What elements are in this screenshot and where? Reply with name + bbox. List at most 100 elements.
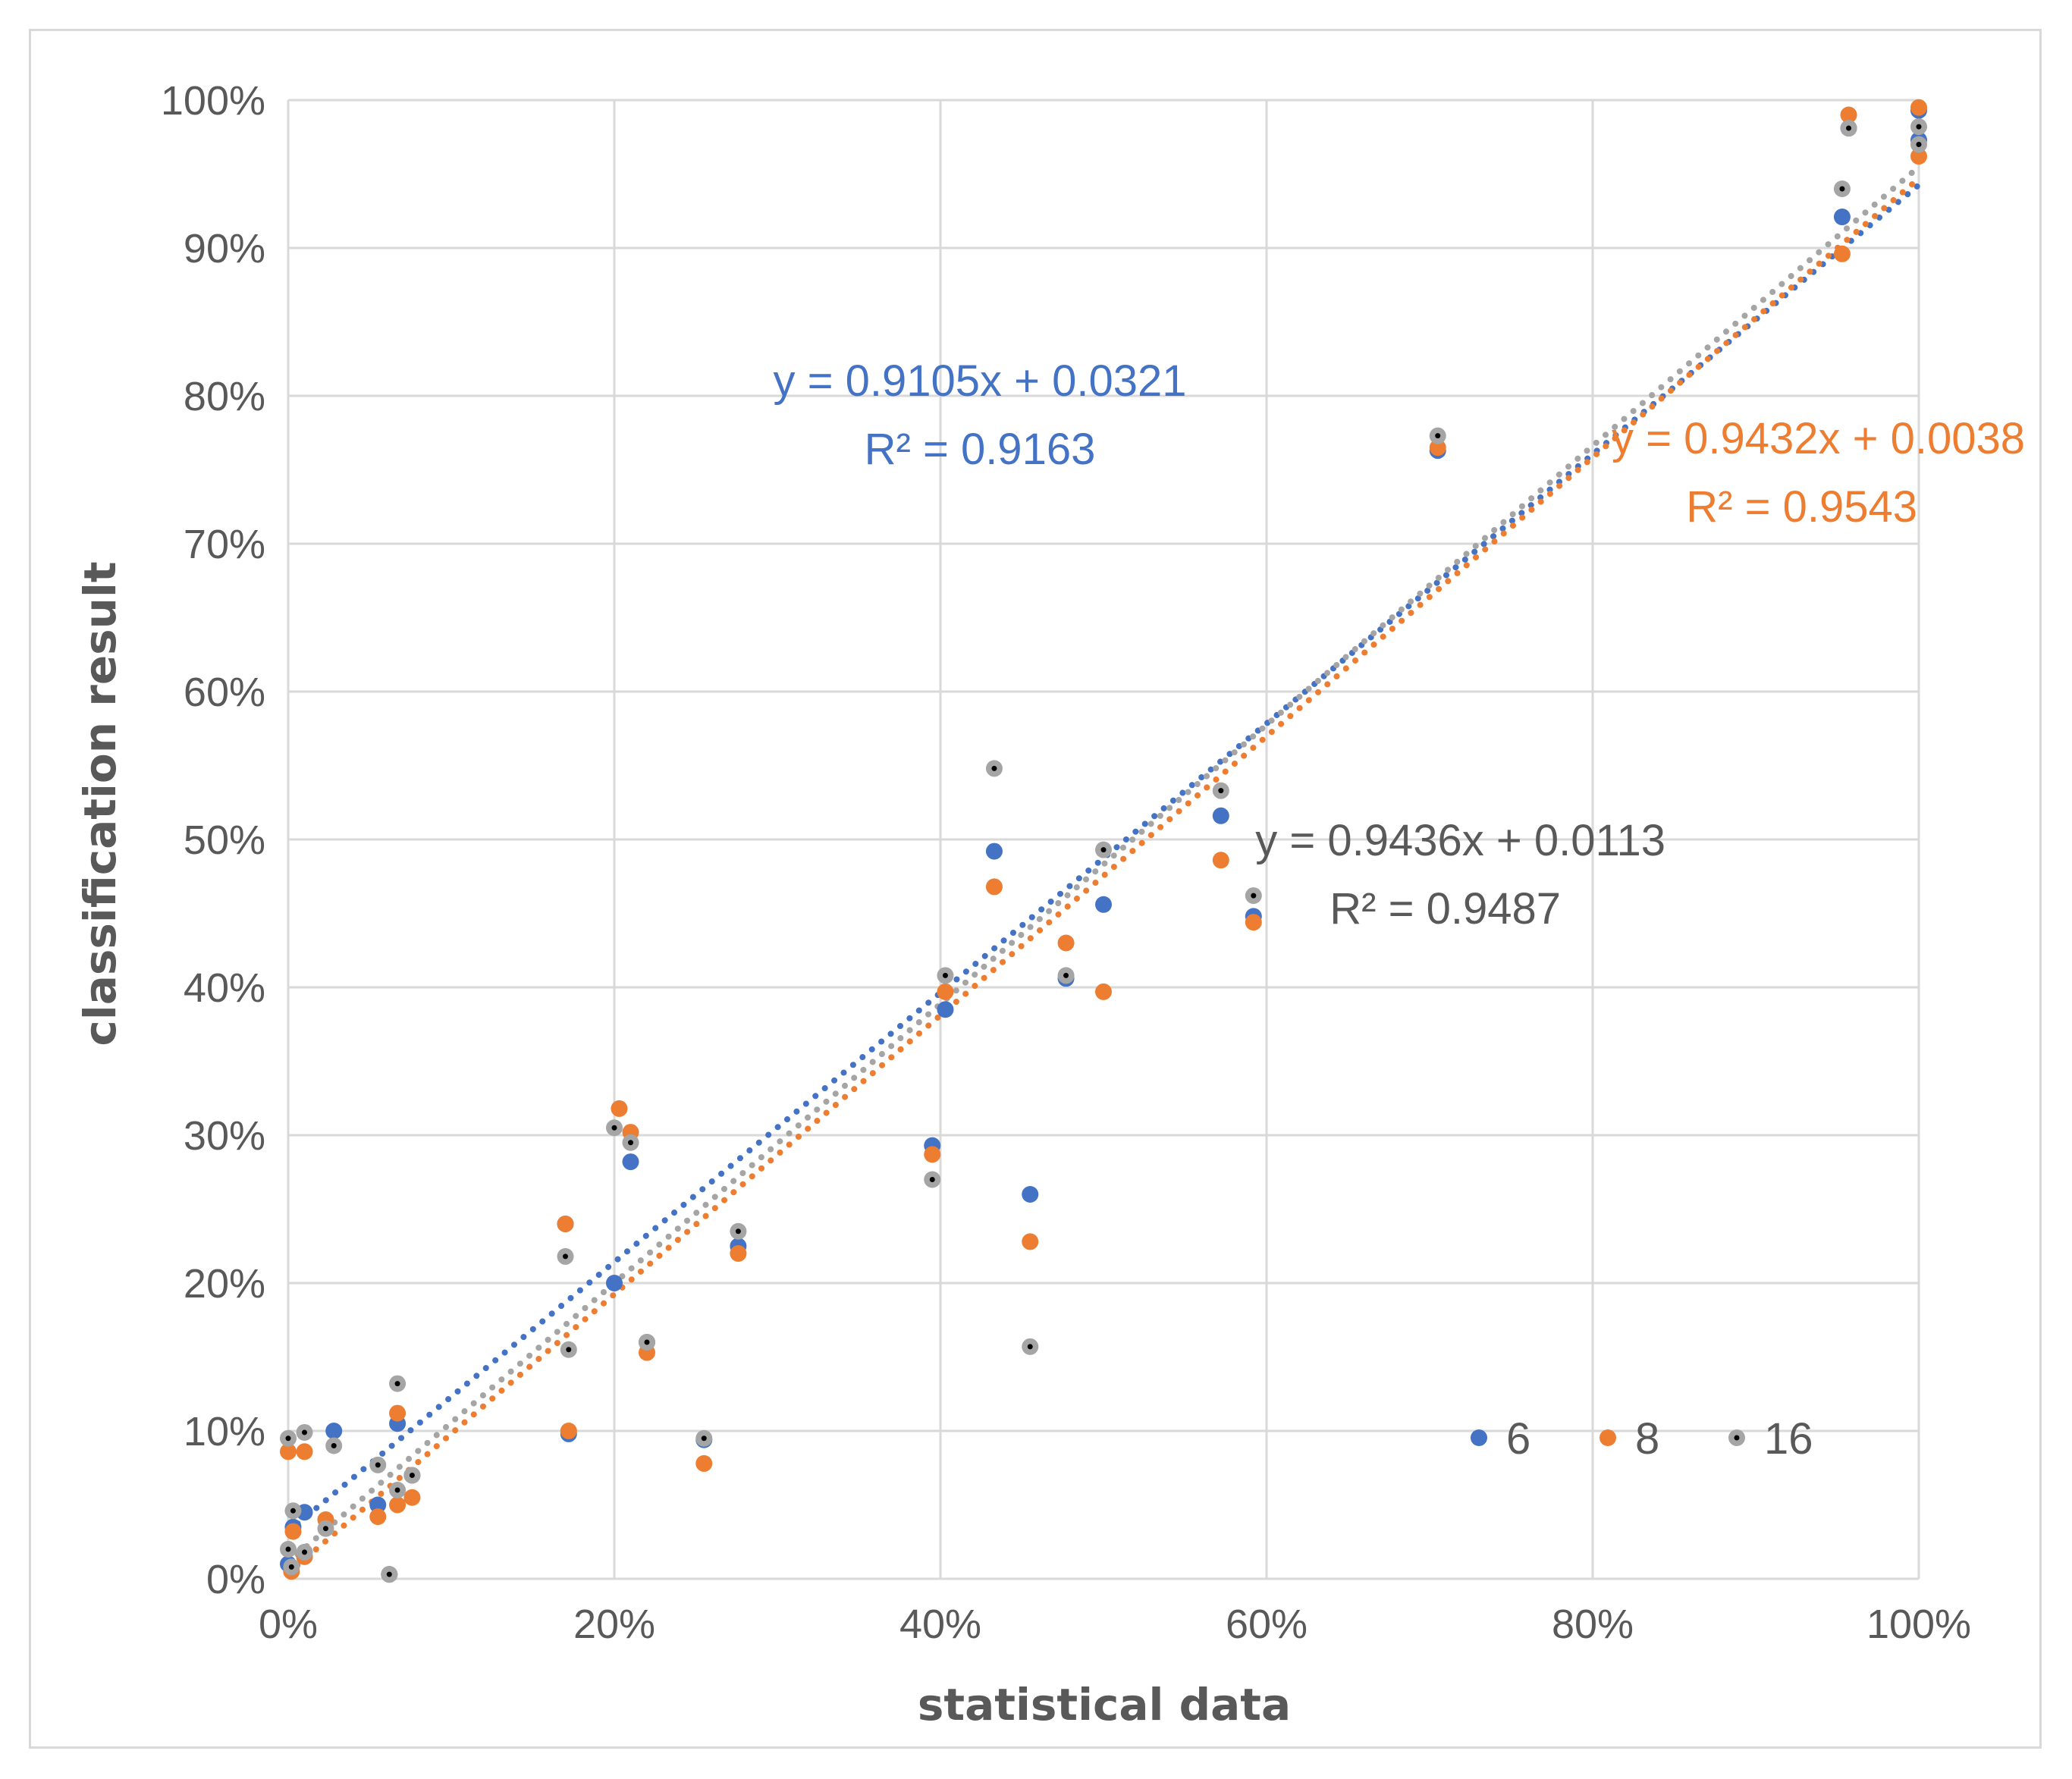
point-marker <box>1833 245 1851 262</box>
grid-layer <box>287 99 1920 1580</box>
data-point-series-6 <box>985 842 1003 860</box>
point-marker <box>296 1443 313 1461</box>
point-marker-center <box>1251 893 1257 899</box>
data-point-series-16 <box>389 1482 407 1498</box>
point-marker-center <box>409 1473 415 1478</box>
point-marker <box>1022 1186 1039 1203</box>
y-tick-label: 50% <box>184 817 265 863</box>
point-marker <box>403 1489 421 1506</box>
point-marker <box>606 1275 623 1291</box>
point-marker <box>1095 896 1112 913</box>
point-marker-center <box>1839 186 1845 192</box>
data-point-series-8 <box>1057 934 1075 952</box>
point-marker <box>1212 807 1229 824</box>
data-point-series-16 <box>1833 180 1851 197</box>
y-tick-labels: 0% 10% 20% 30% 40% 50% 60% 70% 80% 90% 100% <box>161 78 265 1602</box>
point-marker-center <box>1435 433 1441 439</box>
data-point-series-16 <box>381 1566 398 1583</box>
data-point-series-8 <box>1910 148 1927 165</box>
data-point-series-16 <box>280 1429 297 1447</box>
point-marker-center <box>285 1435 291 1442</box>
data-point-series-8 <box>924 1146 941 1163</box>
x-tick-label: 100% <box>1866 1602 1971 1647</box>
data-point-series-6 <box>1095 896 1112 913</box>
data-point-series-16 <box>284 1502 302 1520</box>
data-point-series-8 <box>1095 983 1112 1000</box>
data-point-series-16 <box>1429 427 1446 444</box>
data-point-series-8 <box>1840 106 1857 124</box>
x-tick-label: 20% <box>573 1602 655 1647</box>
data-point-series-16 <box>606 1119 623 1137</box>
point-marker <box>985 842 1003 860</box>
data-point-series-16 <box>695 1429 713 1447</box>
legend-label-8: 8 <box>1635 1414 1659 1464</box>
data-point-series-8 <box>389 1496 407 1514</box>
data-point-series-8 <box>1245 914 1262 931</box>
y-axis-title: classification result <box>74 561 126 1046</box>
data-point-series-8 <box>560 1423 577 1439</box>
data-point-series-8 <box>403 1489 421 1506</box>
data-point-series-16 <box>1057 967 1075 984</box>
x-tick-label: 80% <box>1552 1602 1634 1647</box>
point-marker-center <box>288 1564 294 1570</box>
data-point-series-8 <box>280 1443 297 1461</box>
y-tick-label: 10% <box>184 1409 265 1454</box>
point-marker <box>284 1523 302 1540</box>
point-marker-center <box>290 1508 296 1514</box>
y-tick-label: 80% <box>184 374 265 419</box>
data-point-series-16 <box>1212 782 1229 799</box>
data-point-series-6 <box>1833 209 1851 226</box>
legend-label-16: 16 <box>1764 1414 1813 1464</box>
data-point-series-6 <box>1022 1186 1039 1203</box>
y-tick-label: 100% <box>161 78 265 124</box>
data-point-series-8 <box>1910 99 1927 116</box>
point-marker-center <box>701 1435 707 1442</box>
point-marker-center <box>1218 788 1224 794</box>
point-marker <box>924 1146 941 1163</box>
point-marker-center <box>322 1526 328 1532</box>
data-point-series-8 <box>1212 852 1229 869</box>
point-marker-center <box>1916 142 1922 147</box>
point-marker <box>560 1423 577 1439</box>
legend-label-6: 6 <box>1506 1414 1530 1464</box>
data-point-series-8 <box>695 1454 713 1472</box>
data-point-series-8 <box>1833 245 1851 262</box>
data-point-series-6 <box>606 1275 623 1291</box>
x-tick-label: 60% <box>1226 1602 1308 1647</box>
data-point-series-6 <box>622 1153 639 1171</box>
data-point-series-16 <box>325 1437 343 1454</box>
point-marker <box>325 1423 343 1439</box>
point-marker-center <box>331 1443 337 1448</box>
point-marker-center <box>302 1429 307 1435</box>
data-point-series-6 <box>1212 807 1229 824</box>
data-point-series-8 <box>611 1100 628 1117</box>
trendline-8 <box>285 175 1922 1577</box>
x-tick-label: 0% <box>259 1602 318 1647</box>
point-marker <box>369 1508 387 1526</box>
data-point-series-16 <box>622 1134 639 1151</box>
trendline-16 <box>285 163 1922 1565</box>
point-marker-center <box>628 1140 633 1146</box>
y-tick-label: 90% <box>184 226 265 271</box>
points-layer <box>280 99 1927 1583</box>
y-tick-label: 40% <box>184 965 265 1011</box>
point-marker <box>695 1454 713 1472</box>
point-marker-center <box>302 1549 307 1555</box>
point-marker <box>389 1404 407 1422</box>
data-point-series-8 <box>1022 1233 1039 1250</box>
point-marker <box>611 1100 628 1117</box>
trendline-layer <box>285 163 1922 1577</box>
trendline-equation-16: y = 0.9436x + 0.0113 <box>1255 816 1665 865</box>
data-point-series-16 <box>369 1456 387 1473</box>
data-point-series-16 <box>924 1171 941 1188</box>
data-point-series-16 <box>639 1334 655 1351</box>
y-tick-label: 70% <box>184 522 265 567</box>
point-marker-center <box>1100 847 1107 853</box>
data-point-series-16 <box>1910 136 1927 153</box>
y-tick-label: 0% <box>206 1557 265 1602</box>
data-point-series-16 <box>389 1375 407 1392</box>
point-marker <box>1212 852 1229 869</box>
x-tick-label: 40% <box>899 1602 981 1647</box>
point-marker-center <box>394 1381 400 1387</box>
